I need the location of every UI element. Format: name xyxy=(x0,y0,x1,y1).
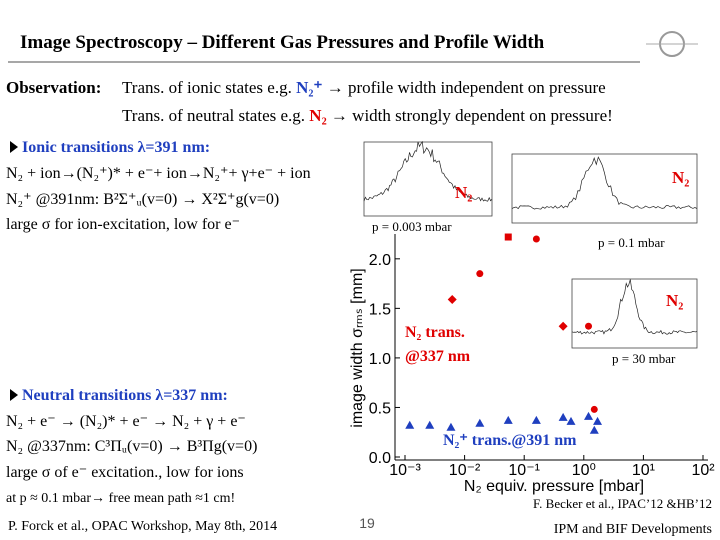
text-run: N₂ xyxy=(309,106,326,125)
text-line: N₂⁺ @391nm: B²Σ⁺ᵤ(v=0) → X²Σ⁺g(v=0) xyxy=(6,191,279,208)
point xyxy=(558,321,568,331)
text-line: N₂ @337nm: C³Πᵤ(v=0) → B³Πg(v=0) xyxy=(6,438,257,455)
citation: F. Becker et al., IPAC’12 &HB’12 xyxy=(533,496,712,511)
inset-pressure: p = 0.1 mbar xyxy=(598,235,665,250)
point xyxy=(558,412,568,421)
series-label: N₂⁺ trans.@391 nm xyxy=(443,432,577,449)
observation-label: Observation: xyxy=(6,78,101,97)
x-tick-label: 10² xyxy=(691,462,715,479)
inset-pressure: p = 0.003 mbar xyxy=(372,219,452,234)
inset-pressure: p = 30 mbar xyxy=(612,351,676,366)
footer-left: P. Forck et al., OPAC Workshop, May 8th,… xyxy=(8,519,277,534)
y-tick-label: 2.0 xyxy=(369,252,391,269)
inset-label: N₂ xyxy=(666,291,683,310)
text-line: at p ≈ 0.1 mbar→ free mean path ≈1 cm! xyxy=(6,491,235,506)
point xyxy=(504,233,512,241)
observation-line: Trans. of ionic states e.g. N₂⁺ → profil… xyxy=(122,78,606,97)
section-heading: Neutral transitions λ=337 nm: xyxy=(22,387,228,404)
text-run: → profile width independent on pressure xyxy=(322,78,605,97)
x-tick-label: 10⁻¹ xyxy=(508,462,540,479)
inset-spectrum xyxy=(511,156,698,210)
point xyxy=(589,425,599,434)
y-tick-label: 1.0 xyxy=(369,351,391,368)
x-tick-label: 10¹ xyxy=(632,462,655,479)
footer-right: IPM and BIF Developments xyxy=(554,522,712,537)
text-run: → width strongly dependent on pressure! xyxy=(327,106,613,125)
point xyxy=(585,322,593,330)
x-tick-label: 10⁰ xyxy=(572,462,596,479)
point xyxy=(503,415,513,424)
bullet-arrow xyxy=(10,389,18,401)
point xyxy=(447,294,457,304)
x-axis-label: N₂ equiv. pressure [mbar] xyxy=(464,478,644,495)
text-run: Trans. of neutral states e.g. xyxy=(122,106,309,125)
observation: Observation: Trans. of ionic states e.g. … xyxy=(6,78,613,125)
point xyxy=(476,270,484,278)
y-tick-label: 1.5 xyxy=(369,301,391,318)
y-tick-label: 0.0 xyxy=(369,450,391,467)
inset-spectrum xyxy=(571,279,698,335)
point xyxy=(475,418,485,427)
text-run: Trans. of ionic states e.g. xyxy=(122,78,296,97)
inset-spectrum xyxy=(363,140,493,202)
chart: 0.0 0.5 1.0 1.5 2.0 10⁻³ 10⁻² 10⁻¹ 10⁰ 10¹ 10² N₂ e… xyxy=(349,233,715,495)
x-tick-label: 10⁻² xyxy=(449,462,481,479)
point xyxy=(584,411,594,420)
point xyxy=(593,416,603,425)
page-number: 19 xyxy=(359,515,375,531)
series-label: N₂ trans. xyxy=(405,324,465,341)
series-label: @337 nm xyxy=(405,348,471,365)
left-text: Ionic transitions λ=391 nm: N₂ + ion→(N₂⁺… xyxy=(6,139,311,506)
bullet-arrow xyxy=(10,141,18,153)
footer: F. Becker et al., IPAC’12 &HB’12 P. Forck… xyxy=(8,496,712,537)
point xyxy=(405,420,415,429)
text-line: N₂ + e⁻ → (N₂)* + e⁻ → N₂ + γ + e⁻ xyxy=(6,413,246,430)
inset-frame xyxy=(571,278,698,349)
point xyxy=(531,415,541,424)
observation-line: Trans. of neutral states e.g. N₂ → width… xyxy=(122,106,613,125)
slide-title: Image Spectroscopy – Different Gas Press… xyxy=(20,32,545,53)
y-tick-label: 0.5 xyxy=(369,400,391,417)
section-heading: Ionic transitions λ=391 nm: xyxy=(22,139,210,156)
y-axis-label: image width σᵣₘₛ [mm] xyxy=(349,268,366,427)
point xyxy=(446,422,456,431)
inset-label: N₂ xyxy=(455,183,472,202)
point xyxy=(532,235,540,243)
text-run: N₂⁺ xyxy=(296,78,322,97)
point xyxy=(425,420,435,429)
text-line: large σ for ion-excitation, low for e⁻ xyxy=(6,216,240,233)
text-line: N₂ + ion→(N₂⁺)* + e⁻+ ion→N₂⁺+ γ+e⁻ + io… xyxy=(6,165,311,182)
point xyxy=(590,405,598,413)
point xyxy=(566,416,576,425)
inset-frame xyxy=(363,141,493,217)
logo xyxy=(646,31,698,57)
text-line: large σ of e⁻ excitation., low for ions xyxy=(6,464,244,481)
insets: N₂ p = 0.003 mbar N₂ p = 0.1 mbar N₂ p = 30 m… xyxy=(363,140,698,366)
inset-label: N₂ xyxy=(672,168,689,187)
x-tick-label: 10⁻³ xyxy=(389,462,421,479)
inset-frame xyxy=(511,153,698,224)
